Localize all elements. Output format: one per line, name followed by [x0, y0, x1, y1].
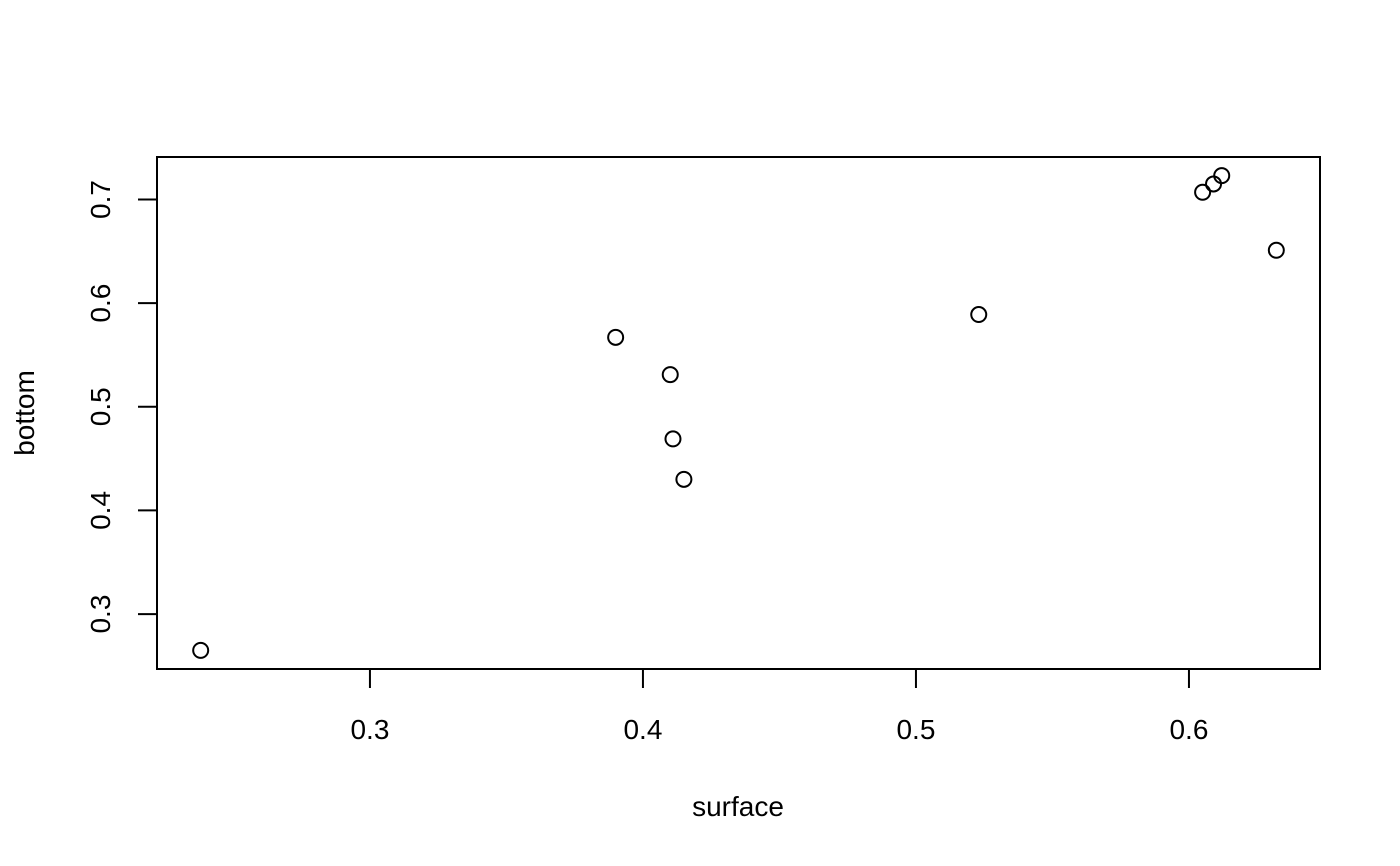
- data-point: [1267, 241, 1285, 259]
- y-tick-label: 0.6: [85, 284, 116, 323]
- data-point: [607, 328, 625, 346]
- x-axis-label: surface: [692, 791, 784, 822]
- data-point: [1213, 167, 1231, 185]
- data-point: [192, 641, 210, 659]
- y-axis: 0.3 0.4 0.5 0.6 0.7: [85, 180, 157, 634]
- y-tick-label: 0.5: [85, 387, 116, 426]
- data-point: [1194, 183, 1212, 201]
- x-axis: 0.3 0.4 0.5 0.6: [350, 669, 1208, 745]
- x-tick-label: 0.4: [623, 714, 662, 745]
- x-tick-label: 0.3: [350, 714, 389, 745]
- data-points: [192, 167, 1285, 659]
- data-point: [970, 306, 988, 324]
- data-point: [1205, 175, 1223, 193]
- plot-frame: [156, 156, 1321, 670]
- data-point: [661, 366, 679, 384]
- y-tick-label: 0.7: [85, 180, 116, 219]
- data-point: [664, 430, 682, 448]
- data-point: [675, 470, 693, 488]
- y-axis-label: bottom: [9, 370, 40, 456]
- x-tick-label: 0.5: [896, 714, 935, 745]
- y-tick-label: 0.3: [85, 595, 116, 634]
- x-tick-label: 0.6: [1169, 714, 1208, 745]
- y-tick-label: 0.4: [85, 491, 116, 530]
